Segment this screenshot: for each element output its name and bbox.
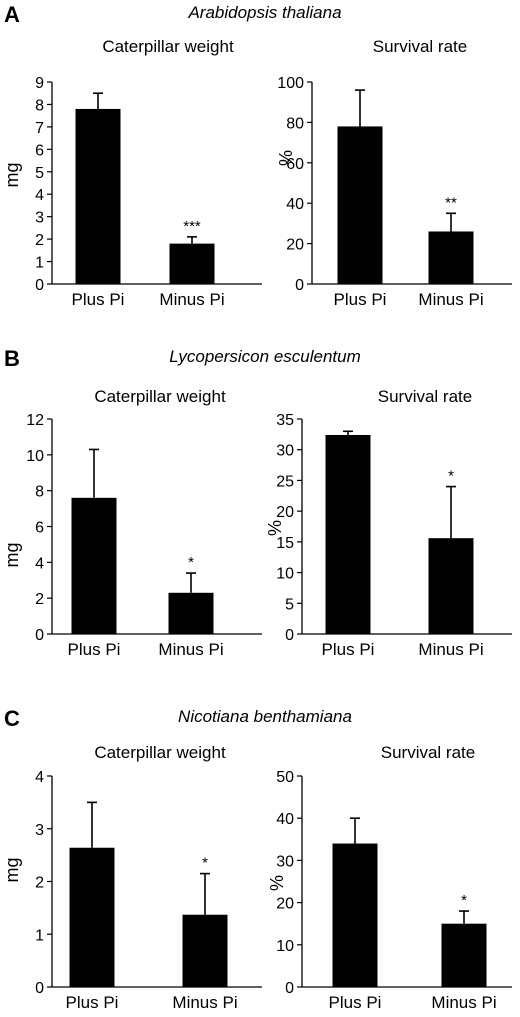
significance-mark-b-survival-1: * <box>448 468 454 485</box>
y-tick-label-c-weight-2: 2 <box>35 875 44 892</box>
category-label-a-survival-1: Minus Pi <box>418 290 483 309</box>
category-label-c-weight-1: Minus Pi <box>172 993 237 1012</box>
y-tick-label-b-weight-6: 12 <box>26 412 44 429</box>
category-label-a-weight-1: Minus Pi <box>159 290 224 309</box>
chart-title-a-weight: Caterpillar weight <box>102 37 234 56</box>
y-axis-label-a-survival: % <box>276 150 296 166</box>
y-axis-label-b-survival: % <box>265 520 285 536</box>
y-tick-label-b-weight-3: 6 <box>35 520 44 537</box>
bar-a-survival-1 <box>428 231 474 284</box>
bar-b-weight-0 <box>71 497 117 634</box>
y-tick-label-c-weight-1: 1 <box>35 927 44 944</box>
y-tick-label-a-survival-4: 80 <box>286 115 304 132</box>
y-tick-label-c-survival-4: 40 <box>276 811 294 828</box>
y-tick-label-a-weight-2: 2 <box>35 232 44 249</box>
y-tick-label-a-survival-5: 100 <box>277 75 304 92</box>
y-tick-label-b-survival-1: 5 <box>285 596 294 613</box>
species-title-b: Lycopersicon esculentum <box>169 347 361 366</box>
y-tick-label-a-survival-3: 60 <box>286 156 304 173</box>
y-tick-label-a-weight-0: 0 <box>35 277 44 294</box>
significance-mark-a-weight-1: *** <box>183 218 201 235</box>
y-tick-label-a-weight-8: 8 <box>35 97 44 114</box>
y-tick-label-b-weight-0: 0 <box>35 627 44 644</box>
significance-mark-a-survival-1: ** <box>445 194 457 211</box>
significance-mark-b-weight-1: * <box>188 554 194 571</box>
y-tick-label-c-survival-3: 30 <box>276 853 294 870</box>
y-tick-label-c-weight-3: 3 <box>35 822 44 839</box>
y-tick-label-b-survival-7: 35 <box>276 412 294 429</box>
panel-letter-a: A <box>4 2 20 27</box>
y-tick-label-c-survival-5: 50 <box>276 769 294 786</box>
y-axis-label-a-weight: mg <box>2 162 22 187</box>
significance-mark-c-survival-1: * <box>461 892 467 909</box>
y-tick-label-a-weight-7: 7 <box>35 120 44 137</box>
y-tick-label-a-weight-9: 9 <box>35 75 44 92</box>
bar-b-survival-0 <box>325 434 371 634</box>
category-label-c-weight-0: Plus Pi <box>66 993 119 1012</box>
y-tick-label-b-weight-5: 10 <box>26 448 44 465</box>
category-label-b-survival-0: Plus Pi <box>322 640 375 659</box>
y-tick-label-c-survival-1: 10 <box>276 938 294 955</box>
y-tick-label-c-survival-2: 20 <box>276 896 294 913</box>
y-axis-label-c-survival: % <box>267 875 287 891</box>
y-tick-label-b-survival-2: 10 <box>276 566 294 583</box>
y-tick-label-a-survival-0: 0 <box>295 277 304 294</box>
bar-c-survival-0 <box>332 843 378 987</box>
bar-b-survival-1 <box>428 538 474 634</box>
category-label-a-weight-0: Plus Pi <box>72 290 125 309</box>
panel-letter-b: B <box>4 346 20 371</box>
y-tick-label-b-survival-4: 20 <box>276 504 294 521</box>
y-tick-label-a-weight-5: 5 <box>35 165 44 182</box>
y-tick-label-b-weight-1: 2 <box>35 591 44 608</box>
y-tick-label-b-survival-0: 0 <box>285 627 294 644</box>
bar-c-survival-1 <box>441 923 487 987</box>
category-label-a-survival-0: Plus Pi <box>334 290 387 309</box>
bar-a-survival-0 <box>337 126 383 284</box>
y-tick-label-a-weight-3: 3 <box>35 210 44 227</box>
y-tick-label-b-survival-5: 25 <box>276 473 294 490</box>
y-tick-label-b-weight-4: 8 <box>35 484 44 501</box>
species-title-c: Nicotiana benthamiana <box>178 707 352 726</box>
chart-title-b-survival: Survival rate <box>378 387 472 406</box>
category-label-c-survival-1: Minus Pi <box>431 993 496 1012</box>
bar-c-weight-1 <box>182 914 228 987</box>
chart-title-c-survival: Survival rate <box>381 743 475 762</box>
bar-c-weight-0 <box>69 847 115 987</box>
y-tick-label-a-survival-1: 20 <box>286 237 304 254</box>
y-tick-label-a-survival-2: 40 <box>286 196 304 213</box>
chart-title-a-survival: Survival rate <box>373 37 467 56</box>
category-label-c-survival-0: Plus Pi <box>329 993 382 1012</box>
category-label-b-survival-1: Minus Pi <box>418 640 483 659</box>
category-label-b-weight-0: Plus Pi <box>68 640 121 659</box>
chart-title-c-weight: Caterpillar weight <box>94 743 226 762</box>
y-tick-label-a-weight-6: 6 <box>35 142 44 159</box>
bar-a-weight-0 <box>75 108 121 284</box>
y-tick-label-c-weight-0: 0 <box>35 980 44 997</box>
bar-b-weight-1 <box>168 592 214 634</box>
y-tick-label-b-weight-2: 4 <box>35 555 44 572</box>
y-tick-label-c-weight-4: 4 <box>35 769 44 786</box>
y-axis-label-b-weight: mg <box>2 542 22 567</box>
y-tick-label-b-survival-3: 15 <box>276 535 294 552</box>
chart-title-b-weight: Caterpillar weight <box>94 387 226 406</box>
y-tick-label-a-weight-1: 1 <box>35 255 44 272</box>
y-tick-label-a-weight-4: 4 <box>35 187 44 204</box>
y-axis-label-c-weight: mg <box>2 857 22 882</box>
panel-letter-c: C <box>4 706 20 731</box>
category-label-b-weight-1: Minus Pi <box>158 640 223 659</box>
y-tick-label-c-survival-0: 0 <box>285 980 294 997</box>
species-title-a: Arabidopsis thaliana <box>187 3 341 22</box>
significance-mark-c-weight-1: * <box>202 855 208 872</box>
bar-a-weight-1 <box>169 243 215 284</box>
y-tick-label-b-survival-6: 30 <box>276 443 294 460</box>
